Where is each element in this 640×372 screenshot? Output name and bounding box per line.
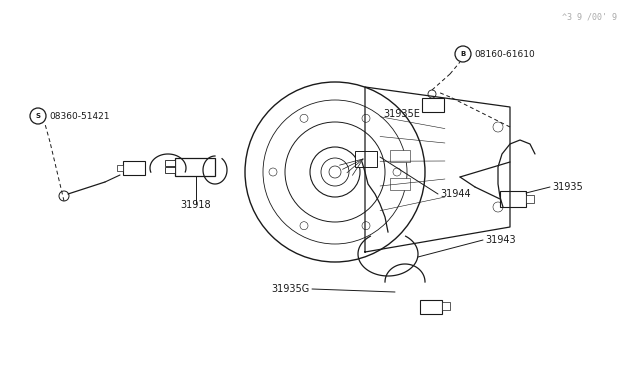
Text: B: B	[460, 51, 466, 57]
Circle shape	[285, 122, 385, 222]
Text: 31918: 31918	[180, 200, 211, 210]
Circle shape	[362, 114, 370, 122]
Circle shape	[30, 108, 46, 124]
Circle shape	[263, 100, 407, 244]
Bar	[117, 165, 123, 171]
Text: 31944: 31944	[440, 189, 470, 199]
Text: ^3 9 /00' 9: ^3 9 /00' 9	[563, 13, 618, 22]
Text: 08360-51421: 08360-51421	[49, 112, 109, 121]
Circle shape	[455, 46, 471, 62]
Bar	[165, 160, 175, 166]
Text: 31943: 31943	[485, 235, 516, 245]
Circle shape	[393, 168, 401, 176]
Text: 31935G: 31935G	[272, 284, 310, 294]
Circle shape	[428, 90, 436, 98]
Text: 08160-61610: 08160-61610	[474, 49, 535, 58]
Circle shape	[493, 122, 503, 132]
Circle shape	[59, 191, 69, 201]
Circle shape	[329, 166, 341, 178]
Bar	[355, 151, 377, 167]
Circle shape	[269, 168, 277, 176]
Circle shape	[362, 222, 370, 230]
Bar	[123, 161, 145, 175]
Circle shape	[300, 222, 308, 230]
Text: 31935E: 31935E	[383, 109, 420, 119]
Bar	[526, 195, 534, 203]
Circle shape	[493, 202, 503, 212]
Bar	[390, 150, 410, 162]
Circle shape	[245, 82, 425, 262]
Bar	[390, 178, 410, 190]
Circle shape	[321, 158, 349, 186]
Circle shape	[300, 114, 308, 122]
Bar	[500, 191, 526, 207]
Bar	[165, 167, 175, 173]
Bar	[420, 300, 442, 314]
Bar	[175, 158, 215, 176]
Circle shape	[310, 147, 360, 197]
Bar	[442, 302, 450, 310]
Text: 31935: 31935	[552, 182, 583, 192]
Bar	[422, 98, 444, 112]
Text: S: S	[35, 113, 40, 119]
